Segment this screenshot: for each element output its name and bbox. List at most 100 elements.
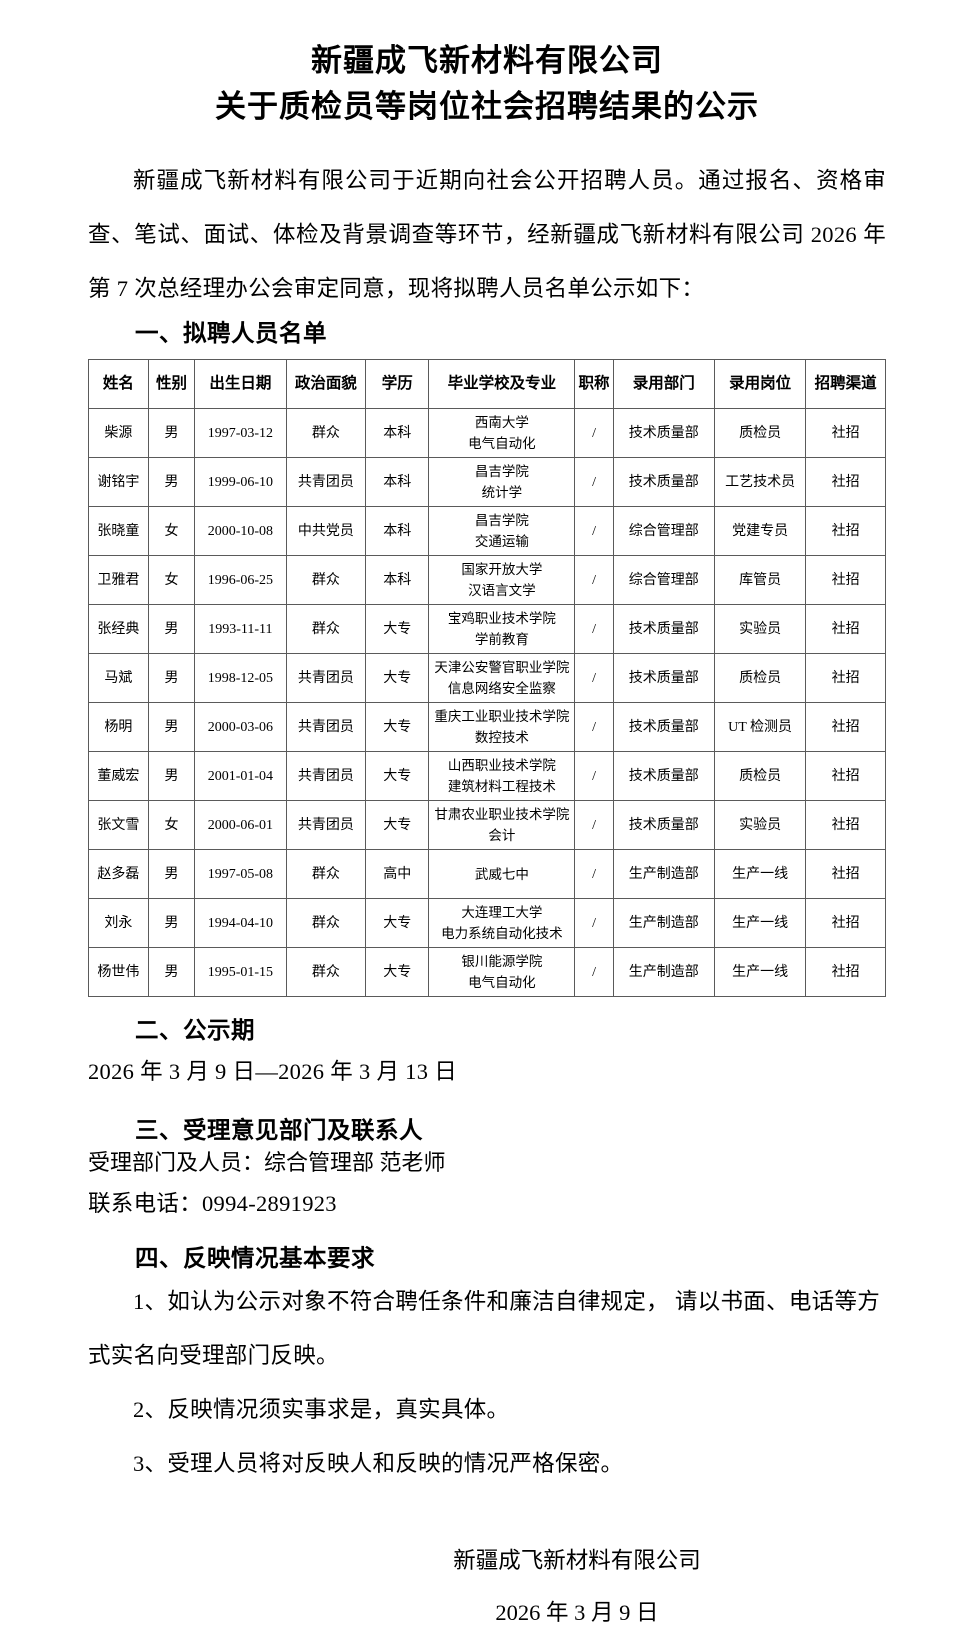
cell-post: 库管员 xyxy=(713,555,807,605)
table-row: 张文雪女 2000-06-01 共青团员 大专 甘肃农业职业技术学院 会计 / 技术质量部 实验… xyxy=(88,800,886,850)
cell-name: 杨世伟 xyxy=(88,947,149,997)
table-row: 谢铭宇男 1999-06-10 共青团员 本科 昌吉学院 统计学 / 技术质量部 工艺技术员 社招 xyxy=(88,457,886,507)
cell-name: 柴源 xyxy=(88,408,149,458)
cell-post: 党建专员 xyxy=(713,506,807,556)
table-row: 张晓童女 2000-10-08 中共党员 本科 昌吉学院 交通运输 / 综合管理部 党建专员 社招 xyxy=(88,506,886,556)
school-name: 国家开放大学 xyxy=(461,562,543,577)
section-2-block: 二、公示期 2026 年 3 月 9 日—2026 年 3 月 13 日 xyxy=(88,1013,886,1097)
cell-professional-title: / xyxy=(574,947,614,997)
cell-channel: 社招 xyxy=(805,555,886,605)
cell-education: 高中 xyxy=(365,849,430,899)
cell-department: 综合管理部 xyxy=(612,555,715,605)
cell-channel: 社招 xyxy=(805,898,886,948)
cell-channel: 社招 xyxy=(805,506,886,556)
cell-dob: 1995-01-15 xyxy=(194,947,287,997)
cell-education: 大专 xyxy=(365,702,430,752)
cell-department: 技术质量部 xyxy=(612,457,715,507)
cell-name: 杨明 xyxy=(88,702,149,752)
school-name: 银川能源学院 xyxy=(461,954,543,969)
candidate-roster-table: 姓名 性别 出生日期 政治面貌 学历 毕业学校及专业 职称 录用部门 录用岗位 … xyxy=(88,359,886,997)
cell-school-major: 重庆工业职业技术学院 数控技术 xyxy=(428,702,576,752)
col-header-school-major: 毕业学校及专业 xyxy=(428,359,576,409)
school-name: 山西职业技术学院 xyxy=(447,758,556,773)
major-name: 学前教育 xyxy=(474,632,529,647)
cell-gender: 女 xyxy=(147,800,196,850)
cell-education: 大专 xyxy=(365,947,430,997)
table-row: 张经典男 1993-11-11 群众 大专 宝鸡职业技术学院 学前教育 / 技术质量部 实验员社… xyxy=(88,604,886,654)
cell-school-major: 银川能源学院 电气自动化 xyxy=(428,947,576,997)
cell-professional-title: / xyxy=(574,506,614,556)
intro-paragraph-block: 新疆成飞新材料有限公司于近期向社会公开招聘人员。通过报名、资格审查、笔试、面试、… xyxy=(88,154,886,316)
cell-name: 张晓童 xyxy=(88,506,149,556)
cell-dob: 1998-12-05 xyxy=(194,653,287,703)
table-row: 杨世伟男 1995-01-15 群众 大专 银川能源学院 电气自动化 / 生产制造部 生产一线社… xyxy=(88,947,886,997)
col-header-gender: 性别 xyxy=(147,359,196,409)
cell-political-status: 共青团员 xyxy=(285,702,367,752)
cell-school-major: 大连理工大学 电力系统自动化技术 xyxy=(428,898,576,948)
cell-dob: 1997-05-08 xyxy=(194,849,287,899)
cell-post: 生产一线 xyxy=(713,898,807,948)
cell-political-status: 共青团员 xyxy=(285,457,367,507)
cell-education: 大专 xyxy=(365,898,430,948)
table-row: 刘永男 1994-04-10 群众 大专 大连理工大学 电力系统自动化技术 / 生产制造部 生产… xyxy=(88,898,886,948)
cell-education: 大专 xyxy=(365,800,430,850)
cell-school-major: 昌吉学院 交通运输 xyxy=(428,506,576,556)
cell-political-status: 群众 xyxy=(285,947,367,997)
signature-organization: 新疆成飞新材料有限公司 xyxy=(453,1548,701,1573)
signature-block: 新疆成飞新材料有限公司 2026 年 3 月 9 日 xyxy=(88,1535,886,1639)
cell-school-major: 昌吉学院 统计学 xyxy=(428,457,576,507)
cell-political-status: 群众 xyxy=(285,408,367,458)
cell-dob: 2000-10-08 xyxy=(194,506,287,556)
cell-professional-title: / xyxy=(574,408,614,458)
handling-department-line: 受理部门及人员：综合管理部 范老师 xyxy=(88,1150,446,1175)
cell-gender: 男 xyxy=(147,457,196,507)
cell-education: 大专 xyxy=(365,653,430,703)
cell-channel: 社招 xyxy=(805,751,886,801)
table-row: 柴源男 1997-03-12 群众 本科 西南大学 电气自动化 / 技术质量部 质检员 社招 xyxy=(88,408,886,458)
cell-professional-title: / xyxy=(574,800,614,850)
cell-department: 技术质量部 xyxy=(612,800,715,850)
school-name: 昌吉学院 xyxy=(474,464,529,479)
school-name: 重庆工业职业技术学院 xyxy=(434,709,570,724)
cell-education: 本科 xyxy=(365,506,430,556)
cell-dob: 2000-06-01 xyxy=(194,800,287,850)
col-header-department: 录用部门 xyxy=(612,359,715,409)
school-name: 宝鸡职业技术学院 xyxy=(447,611,556,626)
cell-school-major: 武威七中 xyxy=(428,849,576,899)
signature-date: 2026 年 3 月 9 日 xyxy=(495,1600,659,1625)
cell-post: 质检员 xyxy=(713,653,807,703)
section-heading-1: 一、拟聘人员名单 xyxy=(135,320,327,346)
major-name: 汉语言文学 xyxy=(468,583,536,598)
cell-name: 赵多磊 xyxy=(88,849,149,899)
cell-professional-title: / xyxy=(574,751,614,801)
cell-school-major: 宝鸡职业技术学院 学前教育 xyxy=(428,604,576,654)
cell-professional-title: / xyxy=(574,555,614,605)
cell-post: 实验员 xyxy=(713,604,807,654)
cell-gender: 男 xyxy=(147,653,196,703)
cell-channel: 社招 xyxy=(805,604,886,654)
cell-dob: 1993-11-11 xyxy=(194,604,287,654)
cell-post: 质检员 xyxy=(713,751,807,801)
cell-department: 生产制造部 xyxy=(612,898,715,948)
school-name: 甘肃农业职业技术学院 xyxy=(434,807,570,822)
cell-name: 马斌 xyxy=(88,653,149,703)
requirement-item-1: 1、如认为公示对象不符合聘任条件和廉洁自律规定， 请以书面、电话等方式实名向受理… xyxy=(88,1289,881,1368)
cell-education: 大专 xyxy=(365,751,430,801)
cell-political-status: 共青团员 xyxy=(285,653,367,703)
cell-department: 生产制造部 xyxy=(612,849,715,899)
cell-school-major: 山西职业技术学院 建筑材料工程技术 xyxy=(428,751,576,801)
cell-dob: 1994-04-10 xyxy=(194,898,287,948)
cell-dob: 1999-06-10 xyxy=(194,457,287,507)
table-body: 柴源男 1997-03-12 群众 本科 西南大学 电气自动化 / 技术质量部 质检员 社招 谢铭宇… xyxy=(88,408,886,997)
requirement-item-2: 2、反映情况须实事求是，真实具体。 xyxy=(133,1397,510,1422)
cell-education: 本科 xyxy=(365,408,430,458)
school-name: 昌吉学院 xyxy=(474,513,529,528)
col-header-education: 学历 xyxy=(365,359,430,409)
cell-department: 技术质量部 xyxy=(612,702,715,752)
cell-political-status: 共青团员 xyxy=(285,751,367,801)
cell-political-status: 群众 xyxy=(285,898,367,948)
cell-professional-title: / xyxy=(574,457,614,507)
school-name: 天津公安警官职业学院 xyxy=(434,660,570,675)
cell-political-status: 群众 xyxy=(285,555,367,605)
cell-gender: 男 xyxy=(147,947,196,997)
